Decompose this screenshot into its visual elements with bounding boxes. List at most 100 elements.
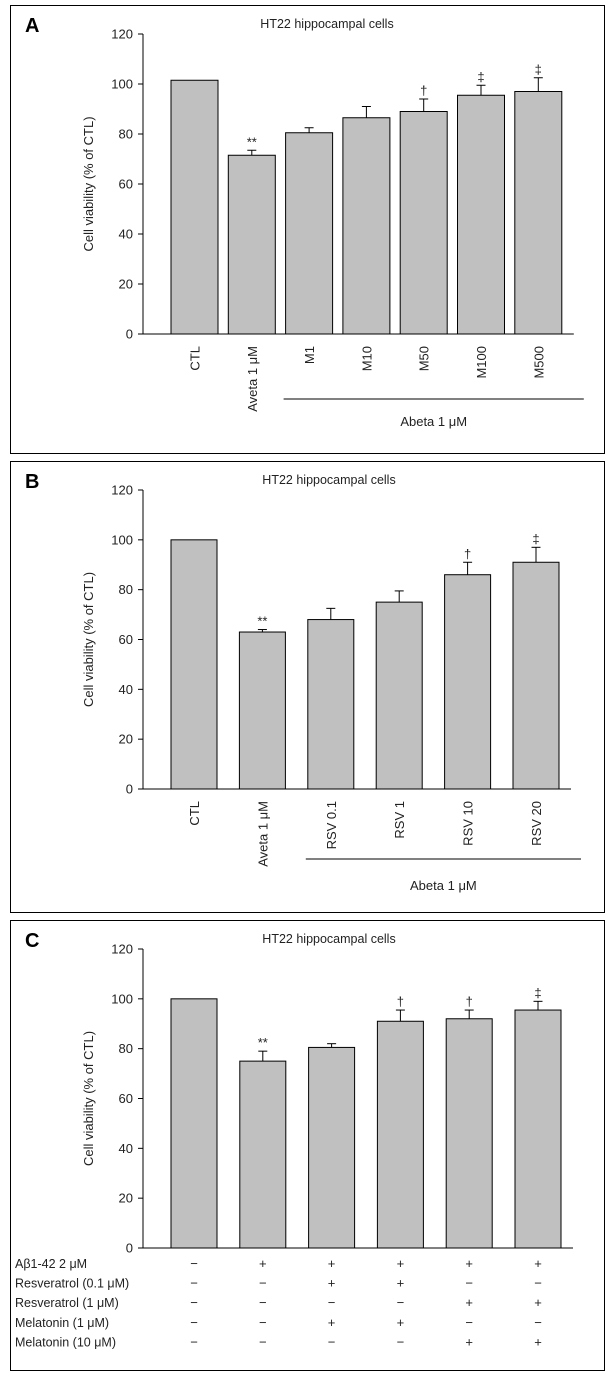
y-tick-label: 0 — [126, 782, 133, 797]
condition-sign: + — [465, 1256, 473, 1271]
condition-sign: + — [328, 1315, 336, 1330]
y-axis-label: Cell viability (% of CTL) — [81, 1031, 96, 1166]
significance-marker: † — [464, 546, 471, 561]
bar — [445, 1018, 493, 1249]
condition-label: Melatonin (1 μM) — [15, 1316, 109, 1330]
condition-sign: − — [465, 1276, 473, 1291]
bar — [399, 111, 448, 335]
significance-marker: ‡ — [477, 69, 484, 84]
x-tick-label: M50 — [417, 346, 432, 371]
condition-sign: − — [534, 1276, 542, 1291]
panel-label: A — [25, 15, 39, 37]
condition-sign: − — [190, 1295, 198, 1310]
condition-sign: − — [259, 1276, 267, 1291]
condition-sign: − — [397, 1295, 405, 1310]
condition-sign: + — [465, 1334, 473, 1349]
x-tick-label: CTL — [188, 346, 203, 371]
significance-marker: ** — [258, 1035, 268, 1050]
chart-title: HT22 hippocampal cells — [262, 473, 395, 487]
bar — [285, 132, 334, 335]
bar — [514, 91, 563, 335]
bar — [444, 574, 492, 790]
condition-label: Aβ1-42 2 μM — [15, 1257, 87, 1271]
condition-sign: + — [328, 1276, 336, 1291]
y-tick-label: 120 — [111, 483, 133, 498]
y-tick-label: 100 — [111, 991, 133, 1006]
bar — [342, 117, 391, 335]
condition-sign: + — [465, 1295, 473, 1310]
chart-a: A HT22 hippocampal cells Cell viability (%… — [25, 15, 584, 429]
condition-sign: − — [259, 1334, 267, 1349]
panel-b: B HT22 hippocampal cells Cell viability (%… — [10, 461, 605, 913]
significance-marker: ‡ — [534, 985, 541, 1000]
y-tick-label: 40 — [119, 1141, 133, 1156]
condition-sign: − — [190, 1334, 198, 1349]
condition-sign: + — [397, 1276, 405, 1291]
bar — [170, 998, 218, 1249]
condition-sign: + — [534, 1295, 542, 1310]
condition-sign: − — [397, 1334, 405, 1349]
condition-sign: + — [534, 1256, 542, 1271]
bar — [514, 1009, 562, 1249]
condition-sign: − — [259, 1295, 267, 1310]
x-tick-label: CTL — [187, 801, 202, 826]
y-tick-label: 80 — [119, 582, 133, 597]
condition-label: Resveratrol (0.1 μM) — [15, 1277, 129, 1291]
x-tick-label: RSV 20 — [529, 801, 544, 846]
bar — [376, 1020, 424, 1249]
chart-c: C HT22 hippocampal cells Cell viability (%… — [15, 930, 573, 1349]
bar — [239, 1060, 287, 1249]
y-tick-label: 20 — [119, 277, 133, 292]
condition-label: Resveratrol (1 μM) — [15, 1296, 119, 1310]
significance-marker: † — [397, 994, 404, 1009]
bar — [227, 154, 276, 335]
panel-a: A HT22 hippocampal cells Cell viability (%… — [10, 5, 605, 454]
condition-sign: − — [259, 1315, 267, 1330]
condition-sign: + — [534, 1334, 542, 1349]
condition-sign: + — [328, 1256, 336, 1271]
y-tick-label: 120 — [111, 942, 133, 957]
significance-marker: ** — [257, 614, 267, 629]
condition-sign: + — [259, 1256, 267, 1271]
y-tick-label: 40 — [119, 682, 133, 697]
bar — [170, 79, 219, 335]
panel-c: C HT22 hippocampal cells Cell viability (%… — [10, 920, 605, 1371]
bar — [238, 631, 286, 790]
panel-label: C — [25, 930, 39, 952]
x-tick-label: M10 — [359, 346, 374, 371]
x-tick-label: RSV 10 — [461, 801, 476, 846]
condition-sign: − — [190, 1315, 198, 1330]
y-tick-label: 0 — [126, 327, 133, 342]
y-tick-label: 60 — [119, 177, 133, 192]
bar — [170, 539, 218, 790]
y-tick-label: 80 — [119, 127, 133, 142]
y-tick-label: 60 — [119, 632, 133, 647]
x-tick-label: RSV 0.1 — [324, 801, 339, 849]
significance-marker: ‡ — [532, 531, 539, 546]
y-tick-label: 80 — [119, 1041, 133, 1056]
significance-marker: † — [420, 83, 427, 98]
y-axis-label: Cell viability (% of CTL) — [81, 116, 96, 251]
y-tick-label: 60 — [119, 1091, 133, 1106]
bar — [308, 1046, 356, 1249]
y-axis-label: Cell viability (% of CTL) — [81, 572, 96, 707]
group-label: Abeta 1 μM — [410, 878, 477, 893]
bar — [512, 561, 560, 790]
condition-label: Melatonin (10 μM) — [15, 1335, 116, 1349]
y-tick-label: 20 — [119, 1191, 133, 1206]
bar — [375, 601, 423, 790]
bar — [307, 619, 355, 790]
y-tick-label: 120 — [111, 27, 133, 42]
significance-marker: † — [466, 994, 473, 1009]
condition-sign: − — [328, 1295, 336, 1310]
y-tick-label: 0 — [126, 1241, 133, 1256]
x-tick-label: M1 — [302, 346, 317, 364]
y-tick-label: 40 — [119, 227, 133, 242]
significance-marker: ** — [247, 134, 257, 149]
bar — [457, 94, 505, 335]
group-label: Abeta 1 μM — [400, 414, 467, 429]
chart-title: HT22 hippocampal cells — [260, 17, 393, 31]
panel-label: B — [25, 471, 39, 493]
x-tick-label: M500 — [531, 346, 546, 379]
condition-sign: + — [397, 1315, 405, 1330]
